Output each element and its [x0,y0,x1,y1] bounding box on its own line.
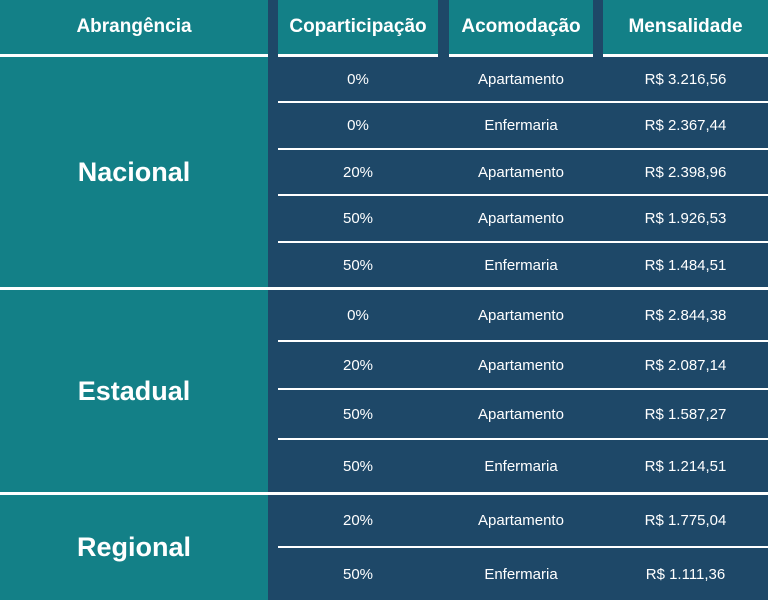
table-cell-copart: 0% [347,71,369,88]
table-cell-copart: 0% [347,306,369,324]
group-divider [0,492,768,495]
table-cell-acomodacao: Apartamento [478,512,564,529]
table-cell-acomodacao: Apartamento [478,306,564,324]
table-cell-copart: 50% [342,257,374,274]
header-acomodacao: Acomodação [449,0,593,54]
row-divider [278,101,768,103]
table-cell-acomodacao: Apartamento [478,210,564,227]
table-cell-acomodacao: Enfermaria [484,257,558,274]
row-divider [278,194,768,196]
table-cell-copart: 20% [342,164,374,181]
table-cell-copart: 50% [342,405,374,423]
row-divider [278,388,768,390]
table-cell-mensalidade: R$ 2.367,44 [644,117,727,134]
table-cell-acomodacao: Enfermaria [484,565,558,583]
group-divider [0,287,768,290]
table-cell-copart: 0% [347,117,369,134]
header-mensalidade: Mensalidade [603,0,768,54]
table-cell-mensalidade: R$ 1.926,53 [644,210,727,227]
header-coparticipacao: Coparticipação [278,0,438,54]
table-cell-mensalidade: R$ 2.087,14 [644,357,727,374]
region-regional: Regional [0,495,268,600]
table-cell-mensalidade: R$ 2.398,96 [644,164,727,181]
header-abrangencia: Abrangência [0,0,268,54]
table-cell-acomodacao: Apartamento [478,357,564,374]
row-divider [278,546,768,548]
row-divider [278,340,768,342]
table-cell-acomodacao: Apartamento [478,164,564,181]
row-divider [278,148,768,150]
row-divider [278,438,768,440]
table-cell-mensalidade: R$ 1.587,27 [644,405,727,423]
table-cell-mensalidade: R$ 1.111,36 [645,565,726,583]
region-nacional: Nacional [0,57,268,288]
table-cell-mensalidade: R$ 1.214,51 [644,458,727,475]
table-cell-acomodacao: Enfermaria [484,458,558,475]
table-cell-mensalidade: R$ 1.775,04 [644,512,727,529]
region-estadual: Estadual [0,290,268,493]
header-divider [0,54,768,57]
column-gap [438,0,449,600]
column-gap [268,0,278,600]
table-cell-copart: 20% [342,357,374,374]
table-cell-copart: 50% [342,210,374,227]
table-cell-copart: 50% [342,565,374,583]
table-cell-acomodacao: Apartamento [478,71,564,88]
table-cell-acomodacao: Apartamento [478,405,564,423]
table-cell-copart: 50% [342,458,374,475]
table-cell-mensalidade: R$ 2.844,38 [644,306,727,324]
column-gap [593,0,603,600]
table-cell-copart: 20% [342,512,374,529]
table-cell-mensalidade: R$ 1.484,51 [644,257,727,274]
table-cell-acomodacao: Enfermaria [484,117,558,134]
row-divider [278,241,768,243]
table-cell-mensalidade: R$ 3.216,56 [644,71,727,88]
